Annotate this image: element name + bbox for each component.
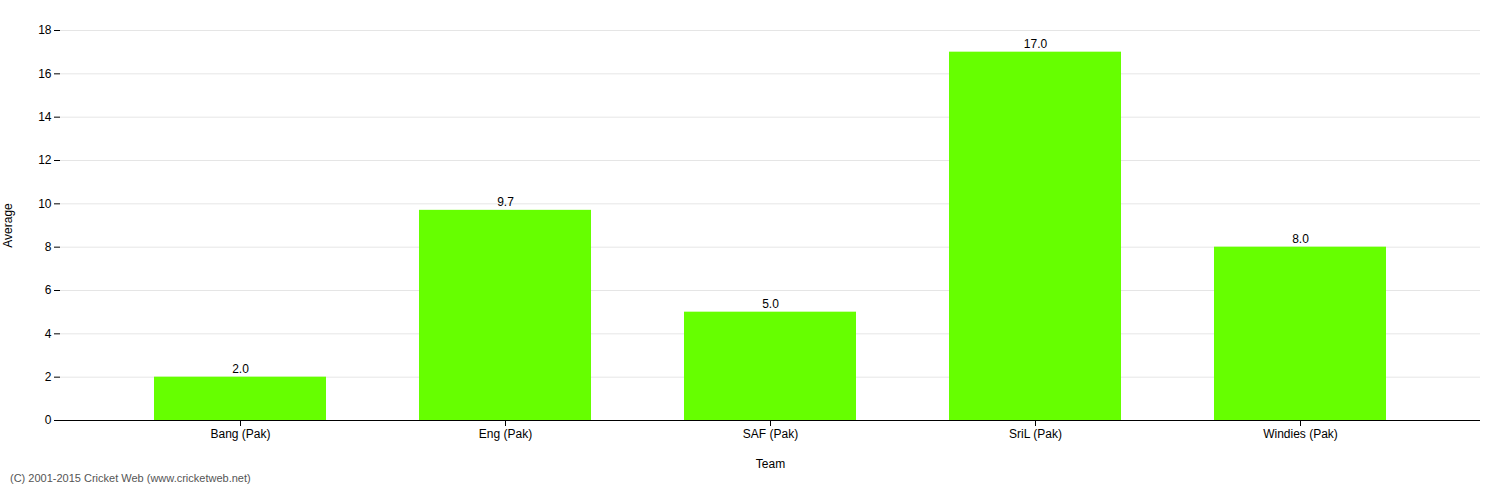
svg-text:8.0: 8.0 [1292,232,1309,246]
svg-text:18: 18 [38,23,52,37]
svg-text:6: 6 [45,283,52,297]
svg-text:14: 14 [38,110,52,124]
svg-text:5.0: 5.0 [762,297,779,311]
svg-text:2.0: 2.0 [232,362,249,376]
svg-text:8: 8 [45,240,52,254]
svg-text:2: 2 [45,370,52,384]
html-text:(C) 2001-2015 Cricket Web (www: (C) 2001-2015 Cricket Web (www.cricketwe… [10,472,251,484]
svg-text:Average: Average [1,203,15,248]
svg-text:Eng (Pak): Eng (Pak) [479,427,532,441]
svg-text:10: 10 [38,197,52,211]
svg-text:12: 12 [38,153,52,167]
svg-text:SriL (Pak): SriL (Pak) [1009,427,1062,441]
svg-text:Bang (Pak): Bang (Pak) [210,427,270,441]
svg-text:0: 0 [45,413,52,427]
svg-text:9.7: 9.7 [497,195,514,209]
svg-text:SAF (Pak): SAF (Pak) [743,427,798,441]
svg-text:Team: Team [756,457,785,471]
svg-text:Windies (Pak): Windies (Pak) [1263,427,1338,441]
svg-text:17.0: 17.0 [1024,37,1048,51]
svg-text:16: 16 [38,67,52,81]
svg-text:4: 4 [45,327,52,341]
